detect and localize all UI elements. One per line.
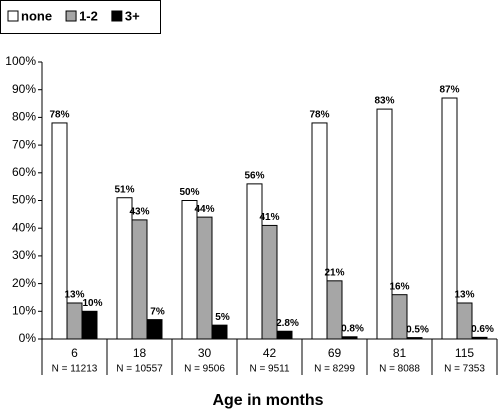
value-label: 44%: [194, 204, 214, 215]
bar: [81, 310, 98, 340]
y-tick-label: 50%: [12, 193, 36, 207]
legend-label: none: [21, 8, 52, 23]
value-label: 0.5%: [406, 324, 429, 335]
bar: [146, 319, 163, 340]
y-tick-label: 30%: [12, 248, 36, 262]
value-label: 2.8%: [276, 318, 299, 329]
y-tick-label: 60%: [12, 165, 36, 179]
legend-swatch: [111, 10, 123, 22]
value-label: 7%: [150, 306, 165, 317]
value-label: 41%: [259, 212, 279, 223]
x-tick-label: 81: [393, 346, 407, 360]
y-tick-label: 90%: [12, 82, 36, 96]
value-label: 10%: [82, 298, 102, 309]
value-label: 13%: [64, 290, 84, 301]
bar: [311, 122, 328, 340]
legend-swatch: [7, 10, 19, 22]
bar: [66, 302, 83, 340]
value-label: 0.6%: [471, 324, 494, 335]
x-tick-label: 18: [133, 346, 147, 360]
value-label: 5%: [215, 312, 230, 323]
bar: [376, 108, 393, 340]
legend-box: [0, 0, 161, 34]
legend-swatch: [65, 10, 77, 22]
x-axis-title: Age in months: [212, 392, 323, 409]
value-label: 51%: [114, 184, 134, 195]
x-tick-label: 115: [455, 346, 474, 360]
value-label: 78%: [49, 110, 69, 121]
bar: [51, 122, 68, 340]
y-tick-label: 70%: [12, 137, 36, 151]
value-label: 0.8%: [341, 323, 364, 334]
x-tick-label: 30: [198, 346, 212, 360]
x-tick-label: 42: [263, 346, 277, 360]
sample-size: N = 9506: [184, 364, 225, 375]
sample-size: N = 11213: [52, 364, 98, 375]
bar: [471, 336, 488, 340]
y-tick-label: 0%: [19, 331, 37, 345]
bar: [326, 280, 343, 340]
value-label: 87%: [439, 85, 459, 96]
y-tick-label: 40%: [12, 220, 36, 234]
bar: [406, 337, 423, 340]
bar: [276, 330, 293, 340]
bar: [196, 216, 213, 340]
bar: [391, 294, 408, 340]
value-label: 16%: [389, 281, 409, 292]
sample-size: N = 7353: [444, 364, 485, 375]
value-label: 13%: [454, 290, 474, 301]
y-tick-label: 10%: [12, 303, 36, 317]
legend-label: 1-2: [79, 8, 98, 23]
value-label: 21%: [324, 267, 344, 278]
y-tick-label: 100%: [5, 54, 36, 68]
y-tick-label: 20%: [12, 276, 36, 290]
sample-size: N = 8299: [314, 364, 355, 375]
y-tick-label: 80%: [12, 110, 36, 124]
bar: [211, 324, 228, 340]
value-label: 83%: [374, 96, 394, 107]
bar: [261, 224, 278, 340]
x-tick-label: 69: [328, 346, 342, 360]
bar: [116, 197, 133, 340]
value-label: 50%: [179, 187, 199, 198]
bar: [131, 219, 148, 340]
sample-size: N = 9511: [249, 364, 290, 375]
bar: [441, 97, 458, 340]
value-label: 78%: [309, 110, 329, 121]
bar: [341, 336, 358, 340]
sample-size: N = 8088: [379, 364, 420, 375]
bar: [181, 200, 198, 340]
sample-size: N = 10557: [116, 364, 163, 375]
value-label: 56%: [244, 171, 264, 182]
bar: [456, 302, 473, 340]
value-label: 43%: [129, 207, 149, 218]
legend-label: 3+: [125, 8, 140, 23]
x-tick-label: 6: [71, 346, 78, 360]
bar: [246, 183, 263, 340]
